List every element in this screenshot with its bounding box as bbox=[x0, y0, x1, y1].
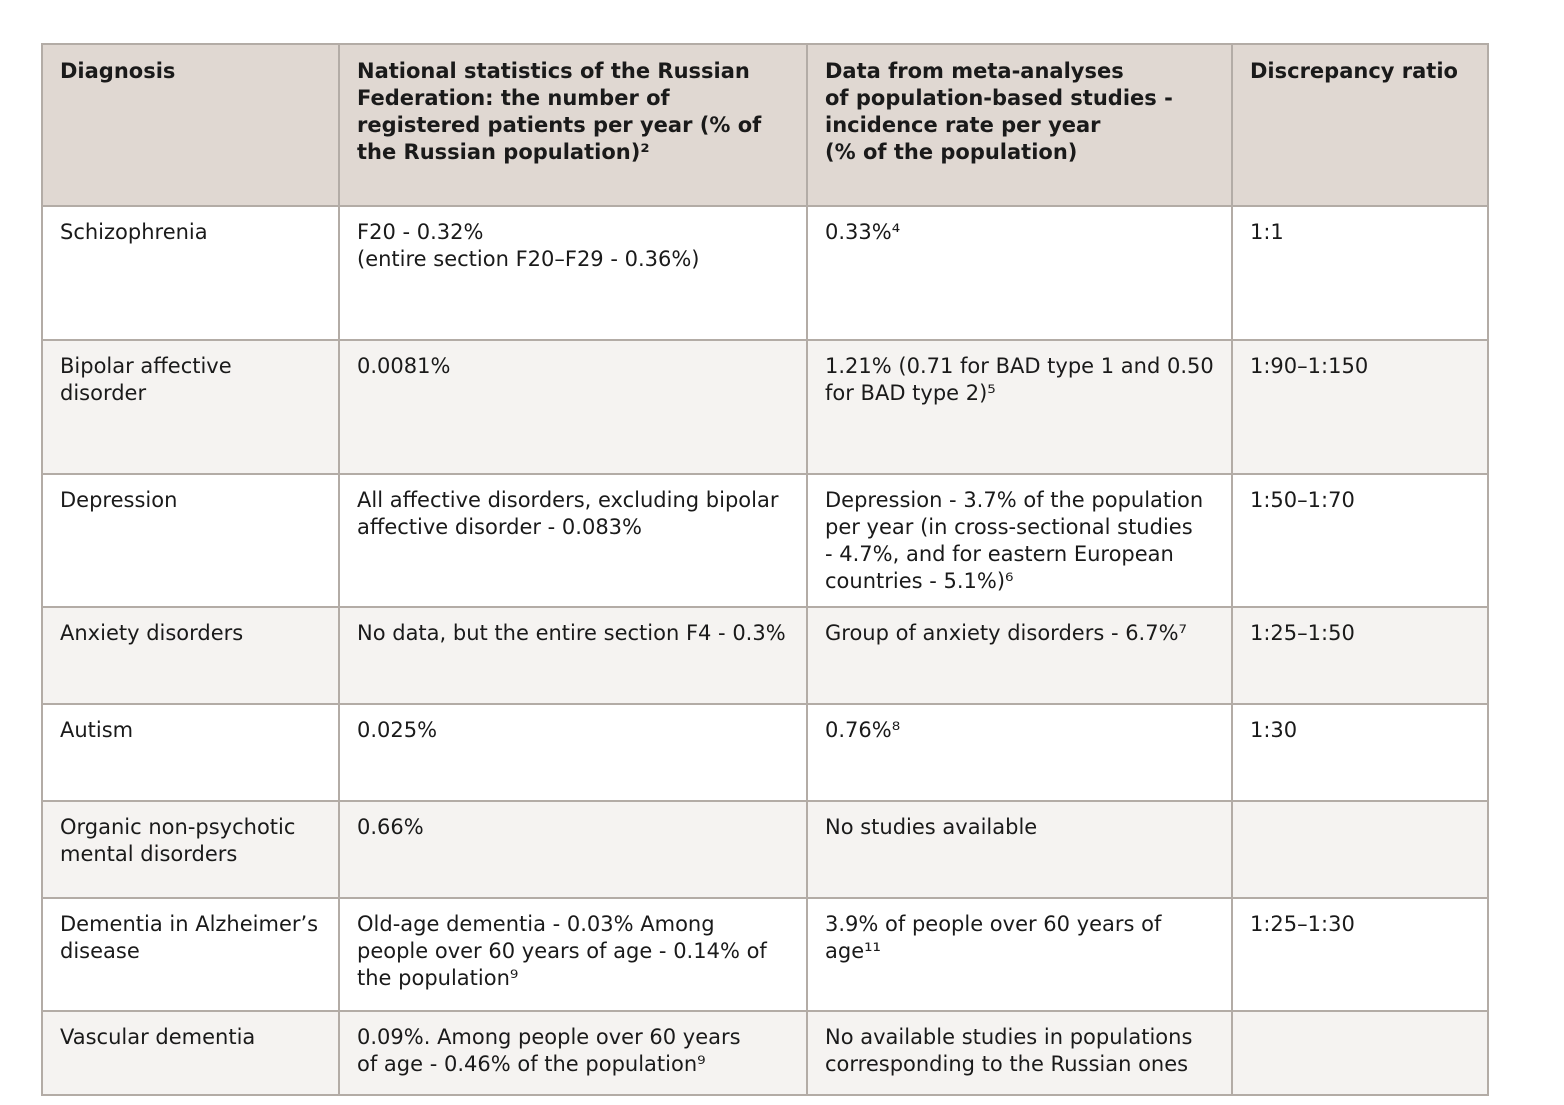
cell-diagnosis: Organic non-psychotic mental disorders bbox=[41, 800, 340, 899]
table-row: Bipolar affective disorder 0.0081% 1.21%… bbox=[41, 339, 1489, 475]
cell-diagnosis: Schizophrenia bbox=[41, 205, 340, 341]
cell-diagnosis: Vascular dementia bbox=[41, 1010, 340, 1096]
cell-ratio: 1:90–1:150 bbox=[1231, 339, 1489, 475]
cell-national: 0.0081% bbox=[338, 339, 808, 475]
cell-diagnosis: Dementia in Alzheimer’s disease bbox=[41, 897, 340, 1012]
cell-meta: Group of anxiety disorders - 6.7%⁷ bbox=[806, 606, 1233, 705]
header-national-statistics: National statistics of the Russian Feder… bbox=[338, 43, 808, 207]
cell-ratio: 1:1 bbox=[1231, 205, 1489, 341]
cell-diagnosis: Autism bbox=[41, 703, 340, 802]
cell-diagnosis: Depression bbox=[41, 473, 340, 608]
table-row: Dementia in Alzheimer’s disease Old-age … bbox=[41, 897, 1489, 1012]
data-table-container: Diagnosis National statistics of the Rus… bbox=[41, 43, 1489, 1096]
cell-national: 0.09%. Among people over 60 years of age… bbox=[338, 1010, 808, 1096]
header-discrepancy-ratio: Discrepancy ratio bbox=[1231, 43, 1489, 207]
cell-ratio: 1:30 bbox=[1231, 703, 1489, 802]
cell-ratio: 1:25–1:50 bbox=[1231, 606, 1489, 705]
cell-ratio bbox=[1231, 1010, 1489, 1096]
cell-diagnosis: Anxiety disorders bbox=[41, 606, 340, 705]
header-diagnosis: Diagnosis bbox=[41, 43, 340, 207]
cell-meta: Depression - 3.7% of the population per … bbox=[806, 473, 1233, 608]
cell-ratio bbox=[1231, 800, 1489, 899]
cell-national: All affective disorders, excluding bipol… bbox=[338, 473, 808, 608]
cell-national: F20 - 0.32% (entire section F20–F29 - 0.… bbox=[338, 205, 808, 341]
cell-meta: No studies available bbox=[806, 800, 1233, 899]
cell-ratio: 1:25–1:30 bbox=[1231, 897, 1489, 1012]
table-row: Schizophrenia F20 - 0.32% (entire sectio… bbox=[41, 205, 1489, 341]
table-row: Autism 0.025% 0.76%⁸ 1:30 bbox=[41, 703, 1489, 802]
cell-meta: 3.9% of people over 60 years of age¹¹ bbox=[806, 897, 1233, 1012]
cell-national: No data, but the entire section F4 - 0.3… bbox=[338, 606, 808, 705]
cell-meta: 0.33%⁴ bbox=[806, 205, 1233, 341]
cell-meta: No available studies in populations corr… bbox=[806, 1010, 1233, 1096]
header-meta-analyses: Data from meta-analyses of population-ba… bbox=[806, 43, 1233, 207]
cell-diagnosis: Bipolar affective disorder bbox=[41, 339, 340, 475]
table-row: Organic non-psychotic mental disorders 0… bbox=[41, 800, 1489, 899]
cell-meta: 0.76%⁸ bbox=[806, 703, 1233, 802]
cell-national: 0.66% bbox=[338, 800, 808, 899]
cell-meta: 1.21% (0.71 for BAD type 1 and 0.50 for … bbox=[806, 339, 1233, 475]
table-row: Depression All affective disorders, excl… bbox=[41, 473, 1489, 608]
cell-national: Old-age dementia - 0.03% Among people ov… bbox=[338, 897, 808, 1012]
table-row: Vascular dementia 0.09%. Among people ov… bbox=[41, 1010, 1489, 1096]
data-table: Diagnosis National statistics of the Rus… bbox=[41, 43, 1489, 1096]
table-header-row: Diagnosis National statistics of the Rus… bbox=[41, 43, 1489, 207]
cell-national: 0.025% bbox=[338, 703, 808, 802]
table-row: Anxiety disorders No data, but the entir… bbox=[41, 606, 1489, 705]
cell-ratio: 1:50–1:70 bbox=[1231, 473, 1489, 608]
